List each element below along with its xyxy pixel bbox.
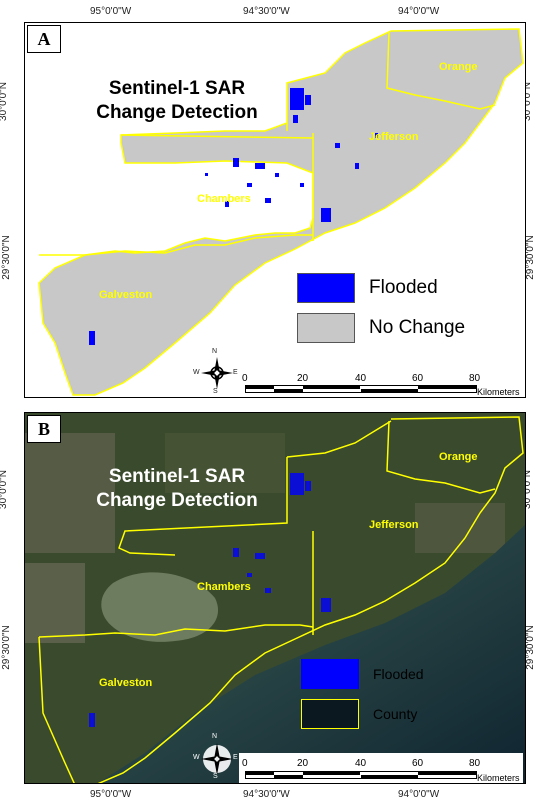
map-title-line: Sentinel-1 SAR bbox=[108, 466, 246, 487]
panel-label: A bbox=[27, 25, 61, 53]
county-label-galveston: Galveston bbox=[99, 677, 153, 689]
county-label-orange: Orange bbox=[439, 61, 478, 73]
scale-tick: 0 bbox=[242, 373, 248, 384]
top-coord-label: 94°0'0"W bbox=[398, 6, 440, 17]
scale-bar bbox=[245, 771, 477, 779]
bottom-coord-label: 95°0'0"W bbox=[90, 789, 132, 800]
left-coord-label: 30°0'0"N bbox=[0, 82, 9, 121]
left-coord-label: 30°0'0"N bbox=[0, 470, 9, 509]
legend-swatch-no-change bbox=[297, 313, 355, 343]
legend-label: No Change bbox=[369, 317, 466, 338]
top-coord-label: 94°30'0"W bbox=[243, 6, 290, 17]
north-arrow-s: S bbox=[213, 388, 218, 395]
right-coord-label: 29°30'0"N bbox=[524, 235, 536, 280]
county-outlines bbox=[38, 416, 524, 783]
county-label-chambers: Chambers bbox=[197, 581, 251, 593]
scale-tick: 60 bbox=[412, 373, 424, 384]
county-label-jefferson: Jefferson bbox=[369, 131, 419, 143]
legend-swatch-flooded bbox=[301, 659, 359, 689]
county-boundary-line bbox=[386, 32, 496, 110]
left-coord-label: 29°30'0"N bbox=[0, 235, 12, 280]
county-label-galveston: Galveston bbox=[99, 289, 153, 301]
bottom-coord-label: 94°30'0"W bbox=[243, 789, 290, 800]
scale-tick: 60 bbox=[412, 758, 424, 769]
legend-swatch-county bbox=[301, 699, 359, 729]
map-title: Sentinel-1 SAR Change Detection bbox=[87, 465, 267, 513]
bottom-coord-label: 94°0'0"W bbox=[398, 789, 440, 800]
north-arrow-w: W bbox=[193, 369, 200, 376]
flooded-patches bbox=[89, 473, 331, 727]
legend-label: Flooded bbox=[369, 277, 438, 298]
panel-label: B bbox=[27, 415, 61, 443]
county-boundary-line bbox=[39, 234, 313, 256]
right-coord-label: 29°30'0"N bbox=[524, 625, 536, 670]
north-arrow-n: N bbox=[212, 348, 218, 355]
legend-label: County bbox=[373, 706, 418, 722]
scale-tick: 40 bbox=[355, 373, 367, 384]
panel-a-change-detection-map: A Sentinel-1 SAR Change Detection Orange… bbox=[24, 22, 526, 398]
flooded-patches bbox=[89, 88, 378, 345]
map-title-line: Change Detection bbox=[96, 102, 258, 123]
north-arrow-n: N bbox=[212, 733, 218, 740]
panel-b-satellite-map: B Sentinel-1 SAR Change Detection Orange… bbox=[24, 412, 526, 784]
north-arrow-e: E bbox=[233, 369, 238, 376]
county-label-jefferson: Jefferson bbox=[369, 519, 419, 531]
north-arrow-icon bbox=[201, 743, 233, 775]
left-coord-label: 29°30'0"N bbox=[0, 625, 12, 670]
scale-tick: 80 bbox=[469, 758, 481, 769]
scale-unit: Kilometers bbox=[477, 773, 520, 783]
county-label-orange: Orange bbox=[439, 451, 478, 463]
scale-tick: 40 bbox=[355, 758, 367, 769]
county-label-chambers: Chambers bbox=[197, 193, 251, 205]
scale-tick: 80 bbox=[469, 373, 481, 384]
top-coord-label: 95°0'0"W bbox=[90, 6, 132, 17]
scale-unit: Kilometers bbox=[477, 387, 520, 397]
scale-tick: 0 bbox=[242, 758, 248, 769]
scale-bar bbox=[245, 385, 477, 393]
legend-item-county: County bbox=[301, 699, 417, 729]
scale-tick: 20 bbox=[297, 373, 309, 384]
north-arrow-s: S bbox=[213, 773, 218, 780]
north-arrow-icon bbox=[201, 357, 233, 389]
legend-label: Flooded bbox=[373, 666, 424, 682]
map-title: Sentinel-1 SAR Change Detection bbox=[87, 77, 267, 125]
north-arrow-e: E bbox=[233, 754, 238, 761]
north-arrow-w: W bbox=[193, 754, 200, 761]
legend-swatch-flooded bbox=[297, 273, 355, 303]
legend-item-flooded: Flooded bbox=[301, 659, 424, 689]
legend-item-no-change: No Change bbox=[297, 313, 465, 343]
legend-item-flooded: Flooded bbox=[297, 273, 438, 303]
panel-a-map-svg bbox=[38, 28, 524, 396]
map-title-line: Change Detection bbox=[96, 490, 258, 511]
map-title-line: Sentinel-1 SAR bbox=[108, 78, 246, 99]
scale-tick: 20 bbox=[297, 758, 309, 769]
panel-b-map-svg bbox=[25, 413, 525, 783]
county-boundary-line bbox=[120, 134, 314, 139]
